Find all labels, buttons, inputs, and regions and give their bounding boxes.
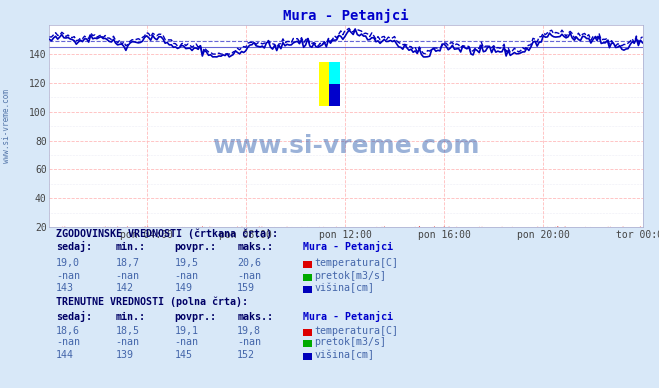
Text: 142: 142 [115, 283, 133, 293]
Text: 19,5: 19,5 [175, 258, 198, 268]
Text: sedaj:: sedaj: [56, 311, 92, 322]
Title: Mura - Petanjci: Mura - Petanjci [283, 9, 409, 23]
Text: -nan: -nan [56, 337, 80, 347]
Text: 18,7: 18,7 [115, 258, 139, 268]
Text: 152: 152 [237, 350, 255, 360]
Text: -nan: -nan [56, 271, 80, 281]
Text: povpr.:: povpr.: [175, 312, 217, 322]
Text: ZGODOVINSKE VREDNOSTI (črtkana črta):: ZGODOVINSKE VREDNOSTI (črtkana črta): [56, 228, 278, 239]
Text: -nan: -nan [175, 337, 198, 347]
Text: 139: 139 [115, 350, 133, 360]
Text: 20,6: 20,6 [237, 258, 261, 268]
Text: 149: 149 [175, 283, 192, 293]
Text: višina[cm]: višina[cm] [314, 349, 374, 360]
Text: min.:: min.: [115, 242, 146, 252]
Text: www.si-vreme.com: www.si-vreme.com [212, 134, 480, 158]
Text: TRENUTNE VREDNOSTI (polna črta):: TRENUTNE VREDNOSTI (polna črta): [56, 296, 248, 307]
Bar [320, 62, 340, 106]
Text: Mura - Petanjci: Mura - Petanjci [303, 311, 393, 322]
Text: 19,8: 19,8 [237, 326, 261, 336]
Text: maks.:: maks.: [237, 312, 273, 322]
Text: 145: 145 [175, 350, 192, 360]
Text: 19,0: 19,0 [56, 258, 80, 268]
Text: -nan: -nan [115, 271, 139, 281]
Text: pretok[m3/s]: pretok[m3/s] [314, 271, 386, 281]
Text: min.:: min.: [115, 312, 146, 322]
Text: -nan: -nan [237, 337, 261, 347]
Text: maks.:: maks.: [237, 242, 273, 252]
Text: -nan: -nan [237, 271, 261, 281]
Text: temperatura[C]: temperatura[C] [314, 258, 398, 268]
Text: 143: 143 [56, 283, 74, 293]
Text: povpr.:: povpr.: [175, 242, 217, 252]
Text: 144: 144 [56, 350, 74, 360]
Text: -nan: -nan [115, 337, 139, 347]
Text: 19,1: 19,1 [175, 326, 198, 336]
Text: sedaj:: sedaj: [56, 241, 92, 252]
Bar [329, 84, 340, 106]
Text: 159: 159 [237, 283, 255, 293]
Text: višina[cm]: višina[cm] [314, 282, 374, 293]
Text: -nan: -nan [175, 271, 198, 281]
Text: www.si-vreme.com: www.si-vreme.com [2, 89, 11, 163]
Text: 18,6: 18,6 [56, 326, 80, 336]
Bar [329, 62, 340, 106]
Text: temperatura[C]: temperatura[C] [314, 326, 398, 336]
Text: Mura - Petanjci: Mura - Petanjci [303, 241, 393, 252]
Text: 18,5: 18,5 [115, 326, 139, 336]
Text: pretok[m3/s]: pretok[m3/s] [314, 337, 386, 347]
